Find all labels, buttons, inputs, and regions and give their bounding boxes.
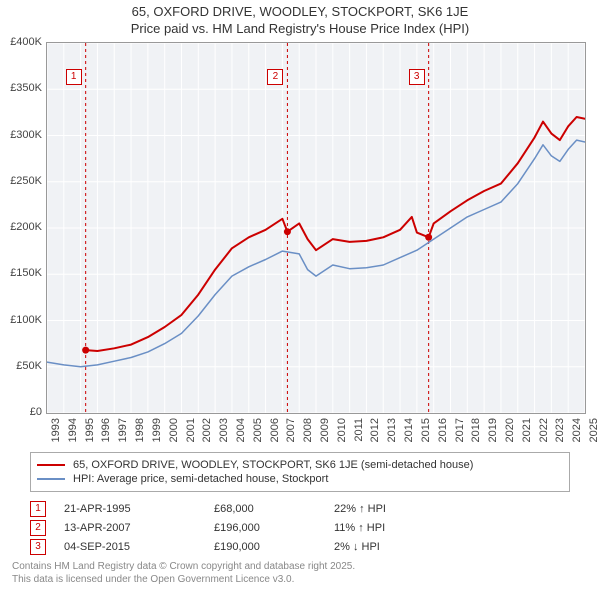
x-tick-label: 2018 bbox=[470, 418, 482, 442]
annotation-date: 04-SEP-2015 bbox=[64, 541, 214, 553]
annotation-index-box: 3 bbox=[30, 539, 46, 555]
x-tick-label: 2013 bbox=[386, 418, 398, 442]
x-tick-label: 1997 bbox=[117, 418, 129, 442]
footer-line-2: This data is licensed under the Open Gov… bbox=[12, 574, 355, 587]
x-tick-label: 2023 bbox=[554, 418, 566, 442]
x-tick-label: 2008 bbox=[302, 418, 314, 442]
annotation-price: £68,000 bbox=[214, 503, 334, 515]
annotation-date: 13-APR-2007 bbox=[64, 522, 214, 534]
y-tick-label: £150K bbox=[10, 267, 42, 279]
chart-title: 65, OXFORD DRIVE, WOODLEY, STOCKPORT, SK… bbox=[0, 0, 600, 38]
annotation-row: 1 21-APR-1995£68,00022% ↑ HPI bbox=[30, 501, 454, 517]
annotation-delta: 11% ↑ HPI bbox=[334, 522, 454, 534]
x-tick-label: 2005 bbox=[252, 418, 264, 442]
x-tick-label: 2011 bbox=[353, 418, 365, 442]
y-tick-label: £200K bbox=[10, 221, 42, 233]
x-tick-label: 2021 bbox=[521, 418, 533, 442]
annotation-row: 3 04-SEP-2015£190,0002% ↓ HPI bbox=[30, 539, 454, 555]
x-tick-label: 2024 bbox=[571, 418, 583, 442]
legend-row-2: HPI: Average price, semi-detached house,… bbox=[37, 473, 563, 485]
title-line-1: 65, OXFORD DRIVE, WOODLEY, STOCKPORT, SK… bbox=[0, 4, 600, 21]
x-tick-label: 2015 bbox=[420, 418, 432, 442]
annotation-index-box: 2 bbox=[30, 520, 46, 536]
legend-row-1: 65, OXFORD DRIVE, WOODLEY, STOCKPORT, SK… bbox=[37, 459, 563, 471]
x-tick-label: 2017 bbox=[454, 418, 466, 442]
x-tick-label: 2020 bbox=[504, 418, 516, 442]
chart-plot-area: 1 2 3 bbox=[46, 42, 586, 414]
x-tick-label: 2022 bbox=[538, 418, 550, 442]
footer-attribution: Contains HM Land Registry data © Crown c… bbox=[12, 561, 355, 586]
x-tick-label: 2001 bbox=[185, 418, 197, 442]
x-tick-label: 2004 bbox=[235, 418, 247, 442]
chart-svg bbox=[47, 43, 585, 413]
x-tick-label: 2006 bbox=[269, 418, 281, 442]
legend-label-1: 65, OXFORD DRIVE, WOODLEY, STOCKPORT, SK… bbox=[73, 459, 473, 471]
title-line-2: Price paid vs. HM Land Registry's House … bbox=[0, 21, 600, 38]
annotation-index-box: 1 bbox=[30, 501, 46, 517]
x-tick-label: 1996 bbox=[100, 418, 112, 442]
y-tick-label: £250K bbox=[10, 175, 42, 187]
x-tick-label: 2003 bbox=[218, 418, 230, 442]
x-tick-label: 2002 bbox=[201, 418, 213, 442]
x-tick-label: 2010 bbox=[336, 418, 348, 442]
x-tick-label: 2012 bbox=[369, 418, 381, 442]
x-tick-label: 1998 bbox=[134, 418, 146, 442]
x-axis-labels: 1993 1994 1995 1996 1997 1998 1999 2000 2001 2002… bbox=[46, 416, 584, 450]
legend-label-2: HPI: Average price, semi-detached house,… bbox=[73, 473, 328, 485]
annotation-delta: 22% ↑ HPI bbox=[334, 503, 454, 515]
x-tick-label: 2016 bbox=[437, 418, 449, 442]
y-tick-label: £50K bbox=[16, 360, 42, 372]
x-tick-label: 2000 bbox=[168, 418, 180, 442]
chart-legend: 65, OXFORD DRIVE, WOODLEY, STOCKPORT, SK… bbox=[30, 452, 570, 492]
y-tick-label: £300K bbox=[10, 129, 42, 141]
annotation-table: 1 21-APR-1995£68,00022% ↑ HPI 2 13-APR-2007… bbox=[30, 498, 454, 558]
y-tick-label: £400K bbox=[10, 36, 42, 48]
annotation-delta: 2% ↓ HPI bbox=[334, 541, 454, 553]
sale-marker-2: 2 bbox=[267, 69, 283, 85]
y-tick-label: £0 bbox=[30, 406, 42, 418]
y-axis-labels: £0£50K£100K£150K£200K£250K£300K£350K£400… bbox=[0, 42, 44, 412]
x-tick-label: 1995 bbox=[84, 418, 96, 442]
sale-marker-1: 1 bbox=[66, 69, 82, 85]
y-tick-label: £350K bbox=[10, 82, 42, 94]
x-tick-label: 2007 bbox=[285, 418, 297, 442]
annotation-row: 2 13-APR-2007£196,00011% ↑ HPI bbox=[30, 520, 454, 536]
annotation-price: £196,000 bbox=[214, 522, 334, 534]
sale-marker-3: 3 bbox=[409, 69, 425, 85]
footer-line-1: Contains HM Land Registry data © Crown c… bbox=[12, 561, 355, 574]
x-tick-label: 2025 bbox=[588, 418, 600, 442]
annotation-date: 21-APR-1995 bbox=[64, 503, 214, 515]
x-tick-label: 1993 bbox=[50, 418, 62, 442]
legend-swatch-2 bbox=[37, 478, 65, 480]
x-tick-label: 2019 bbox=[487, 418, 499, 442]
x-tick-label: 1994 bbox=[67, 418, 79, 442]
annotation-price: £190,000 bbox=[214, 541, 334, 553]
y-tick-label: £100K bbox=[10, 314, 42, 326]
x-tick-label: 2014 bbox=[403, 418, 415, 442]
legend-swatch-1 bbox=[37, 464, 65, 466]
x-tick-label: 2009 bbox=[319, 418, 331, 442]
x-tick-label: 1999 bbox=[151, 418, 163, 442]
